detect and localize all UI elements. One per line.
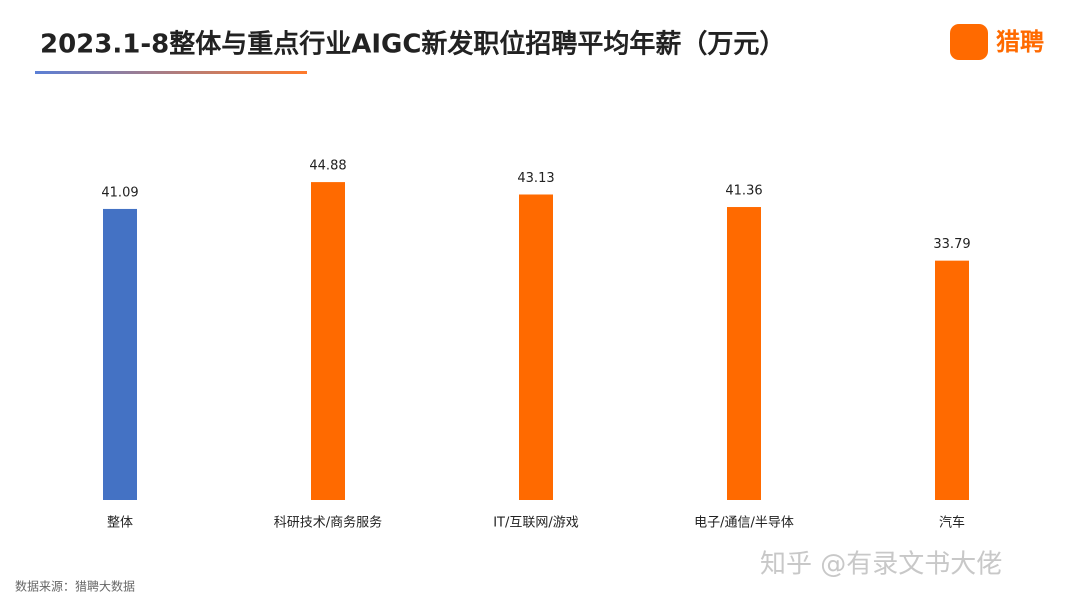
x-tick-label: 汽车 xyxy=(939,515,965,531)
x-tick-label: 科研技术/商务服务 xyxy=(274,515,382,531)
x-tick-label: 整体 xyxy=(107,516,133,531)
value-label: 33.79 xyxy=(933,237,970,252)
x-tick-label: 电子/通信/半导体 xyxy=(694,516,794,531)
bar xyxy=(519,194,553,500)
watermark: 知乎 @有录文书大佬 xyxy=(760,550,1002,580)
logo-icon xyxy=(950,24,988,60)
source-note: 数据来源：猎聘大数据 xyxy=(15,579,135,594)
value-label: 41.09 xyxy=(101,185,138,200)
value-label: 44.88 xyxy=(309,159,346,174)
bar xyxy=(311,182,345,500)
bar xyxy=(935,260,969,500)
chart-title: 2023.1-8整体与重点行业AIGC新发职位招聘平均年薪（万元） xyxy=(40,29,785,60)
title-underline xyxy=(35,71,307,74)
logo-text: 猎聘 xyxy=(996,28,1044,56)
x-tick-label: IT/互联网/游戏 xyxy=(493,516,579,531)
bar xyxy=(727,207,761,501)
bar xyxy=(103,208,137,500)
value-label: 41.36 xyxy=(725,184,762,199)
value-label: 43.13 xyxy=(517,171,554,186)
